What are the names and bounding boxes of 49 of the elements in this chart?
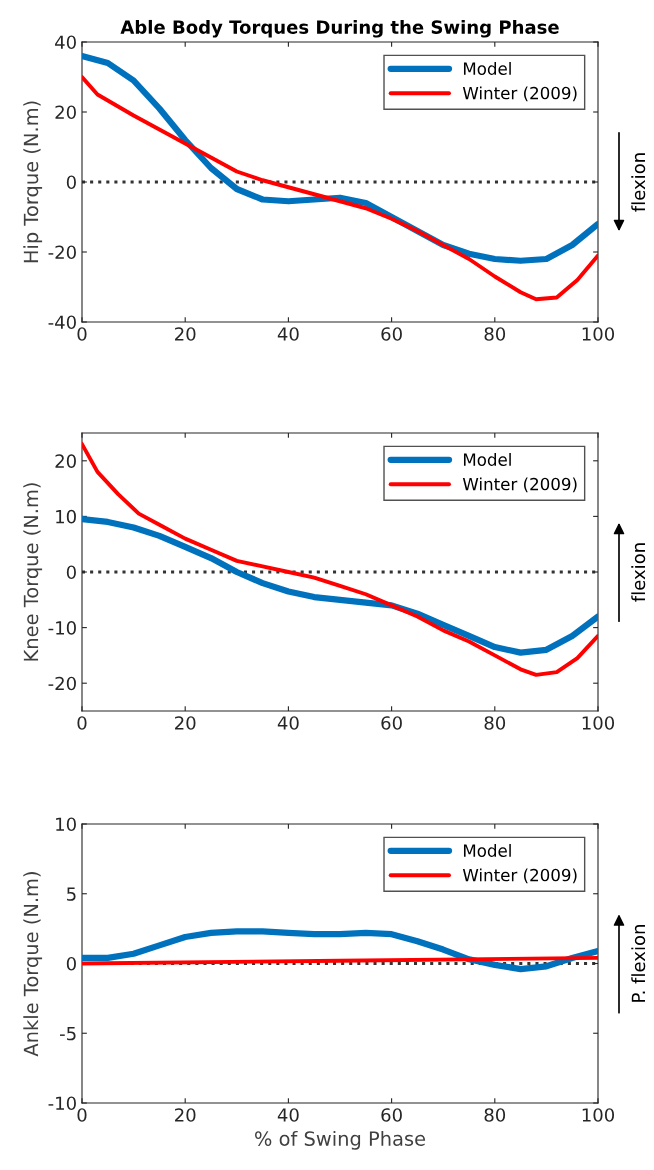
chart-title: Able Body Torques During the Swing Phase [120,19,559,38]
line-series [82,75,598,302]
x-tick-label: 60 [381,716,402,730]
legend-label: Model [463,844,511,857]
y-tick-label: -10 [48,1096,76,1111]
x-tick-label: 0 [77,716,87,730]
legend-label: Winter (2009) [462,868,577,884]
text: flexion [631,543,646,602]
x-tick-label: 100 [582,1108,615,1122]
x-tick-label: 0 [77,1108,87,1122]
y-tick-label: -5 [60,1026,76,1041]
y-tick-label: 0 [66,956,76,971]
y-tick-label: -40 [48,315,76,330]
y-tick-label: -20 [48,676,76,691]
x-tick-label: 60 [381,327,402,341]
x-tick-label: 80 [484,327,506,341]
y-tick-label: 20 [55,454,76,468]
y-tick-label: 20 [55,105,76,120]
y-tick-label: 5 [67,887,76,901]
y-tick-label: -10 [48,621,76,635]
y-tick-label: 10 [56,817,76,832]
x-tick-label: 20 [175,716,196,730]
legend-label: Model [463,453,511,466]
y-tick-label: 10 [56,509,76,524]
y-tick-label: 0 [66,565,76,580]
x-tick-label: 80 [484,716,506,730]
legend-label: Model [463,62,511,75]
x-tick-label: 20 [175,327,196,341]
y-axis-title: Knee Torque (N.m) [23,483,43,661]
x-tick-label: 60 [381,1108,402,1122]
y-axis-title: Ankle Torque (N.m) [23,872,43,1057]
y-tick-label: 0 [66,175,76,190]
x-axis-title: % of Swing Phase [255,1130,426,1150]
x-tick-label: 80 [484,1108,506,1122]
x-tick-label: 40 [277,716,299,730]
x-tick-label: 20 [175,1108,196,1122]
x-tick-label: 0 [77,327,87,341]
text: P. flexion [631,925,646,1002]
y-tick-label: 40 [55,35,76,50]
x-tick-label: 40 [277,1108,299,1122]
x-tick-label: 100 [582,716,615,730]
y-axis-title: Hip Torque (N.m) [23,101,43,263]
y-tick-label: -20 [48,245,76,260]
x-tick-label: 100 [582,327,615,341]
line-series [82,442,598,677]
legend-label: Winter (2009) [462,477,577,493]
legend-label: Winter (2009) [462,86,577,102]
text: flexion [631,153,646,212]
x-tick-label: 40 [277,327,299,341]
